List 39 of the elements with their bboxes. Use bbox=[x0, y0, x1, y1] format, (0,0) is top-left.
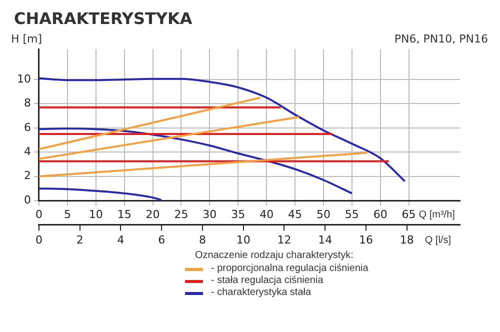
text: PN6, PN10, PN16 bbox=[394, 32, 488, 46]
x-tick-label: 20 bbox=[146, 208, 160, 222]
x2-axis-title: Q [l/s] bbox=[424, 234, 452, 246]
y-tick-label: 0 bbox=[24, 193, 31, 206]
y-tick-label: 10 bbox=[16, 72, 31, 86]
x-tick-label: 65 bbox=[402, 208, 416, 222]
legend-title: Oznaczenie rodzaju charakterystyk: bbox=[195, 250, 354, 262]
x2-tick-label: 2 bbox=[76, 233, 84, 246]
x-tick-label: 30 bbox=[202, 208, 217, 222]
x2-tick-label: 18 bbox=[400, 233, 414, 246]
x2-tick-label: 12 bbox=[277, 233, 292, 246]
x-tick-label: 45 bbox=[288, 208, 302, 222]
legend-label: - charakterystyka stała bbox=[211, 287, 312, 299]
legend-label: - stała regulacja ciśnienia bbox=[211, 275, 324, 287]
chart-title: CHARAKTERYSTYKA bbox=[14, 8, 193, 28]
y-tick-label: 8 bbox=[24, 96, 31, 110]
x-tick-label: 0 bbox=[35, 208, 42, 222]
y-tick-label: 2 bbox=[24, 169, 31, 182]
y-axis-title: H [m] bbox=[10, 32, 42, 46]
x-tick-label: 60 bbox=[373, 208, 388, 222]
y-tick-label: 6 bbox=[24, 120, 31, 134]
x-tick-label: 35 bbox=[231, 208, 246, 222]
x-axis-title: Q [m³/h] bbox=[418, 210, 456, 221]
x-tick-label: 50 bbox=[316, 208, 330, 222]
x2-tick-label: 16 bbox=[358, 233, 373, 246]
x2-tick-label: 4 bbox=[117, 233, 124, 246]
x-tick-label: 25 bbox=[174, 208, 188, 222]
x2-tick-label: 10 bbox=[236, 233, 250, 246]
x2-tick-label: 6 bbox=[158, 233, 166, 246]
x-tick-label: 5 bbox=[64, 208, 71, 222]
x2-tick-label: 8 bbox=[198, 233, 206, 246]
x2-tick-label: 14 bbox=[318, 233, 332, 246]
y-tick-label: 4 bbox=[24, 145, 31, 158]
x-tick-label: 40 bbox=[260, 208, 274, 222]
x2-tick-label: 0 bbox=[35, 233, 42, 246]
x-tick-label: 15 bbox=[117, 208, 132, 222]
x-tick-label: 10 bbox=[88, 208, 103, 222]
legend-label: - proporcjonalna regulacja ciśnienia bbox=[211, 263, 368, 275]
x-tick-label: 55 bbox=[344, 208, 359, 222]
